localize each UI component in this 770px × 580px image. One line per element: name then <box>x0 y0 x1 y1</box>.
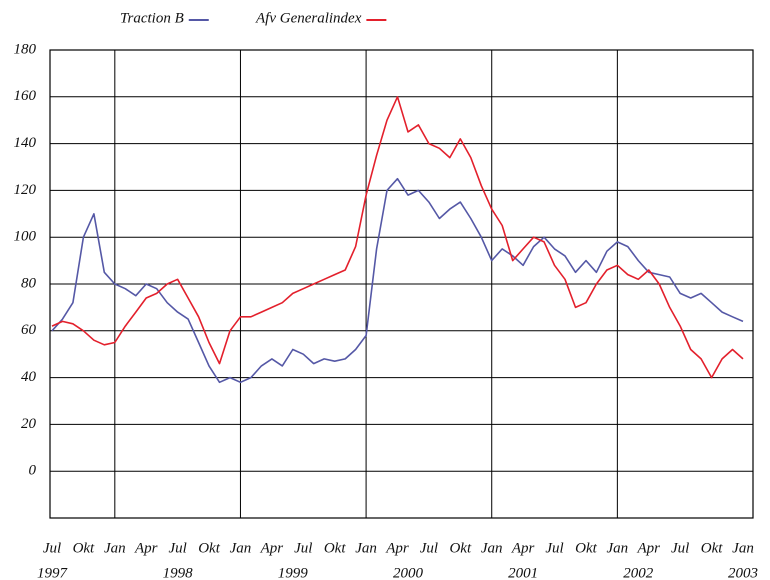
x-tick-label: Jul <box>545 540 563 556</box>
x-tick-label: Okt <box>449 540 471 556</box>
x-tick-label: Jan <box>481 540 503 556</box>
y-tick-label: 60 <box>21 322 37 338</box>
x-tick-label: Jan <box>355 540 377 556</box>
x-tick-label: Jul <box>168 540 186 556</box>
x-tick-label: Jan <box>732 540 754 556</box>
x-tick-label: Jan <box>607 540 629 556</box>
x-tick-label: Okt <box>701 540 723 556</box>
x-tick-label: Jul <box>294 540 312 556</box>
y-tick-label: 180 <box>14 41 37 57</box>
x-year-label: 1999 <box>278 565 309 580</box>
x-tick-label: Jul <box>671 540 689 556</box>
x-tick-label: Jul <box>43 540 61 556</box>
y-tick-label: 0 <box>29 463 37 479</box>
x-tick-label: Jul <box>420 540 438 556</box>
y-tick-label: 80 <box>21 275 37 291</box>
x-year-label: 2003 <box>728 565 758 580</box>
x-tick-label: Okt <box>324 540 346 556</box>
x-tick-label: Apr <box>260 540 284 556</box>
x-year-label: 2002 <box>623 565 654 580</box>
y-tick-label: 140 <box>14 135 37 151</box>
x-tick-label: Apr <box>637 540 661 556</box>
legend-label: Traction B <box>120 10 184 26</box>
x-year-label: 1998 <box>163 565 194 580</box>
x-tick-label: Apr <box>134 540 158 556</box>
x-year-label: 2001 <box>508 565 538 580</box>
x-tick-label: Apr <box>511 540 535 556</box>
x-tick-label: Okt <box>575 540 597 556</box>
y-tick-label: 100 <box>14 229 37 245</box>
series-line <box>51 96 744 379</box>
y-tick-label: 40 <box>21 369 37 385</box>
x-tick-label: Okt <box>73 540 95 556</box>
x-tick-label: Okt <box>198 540 220 556</box>
x-year-label: 2000 <box>393 565 424 580</box>
x-tick-label: Jan <box>230 540 252 556</box>
x-tick-label: Apr <box>385 540 409 556</box>
series-line <box>51 177 744 384</box>
y-tick-label: 20 <box>21 416 37 432</box>
x-tick-label: Jan <box>104 540 126 556</box>
y-tick-label: 120 <box>14 182 37 198</box>
x-year-label: 1997 <box>37 565 69 580</box>
legend-label: Afv Generalindex <box>255 10 362 26</box>
y-tick-label: 160 <box>14 88 37 104</box>
